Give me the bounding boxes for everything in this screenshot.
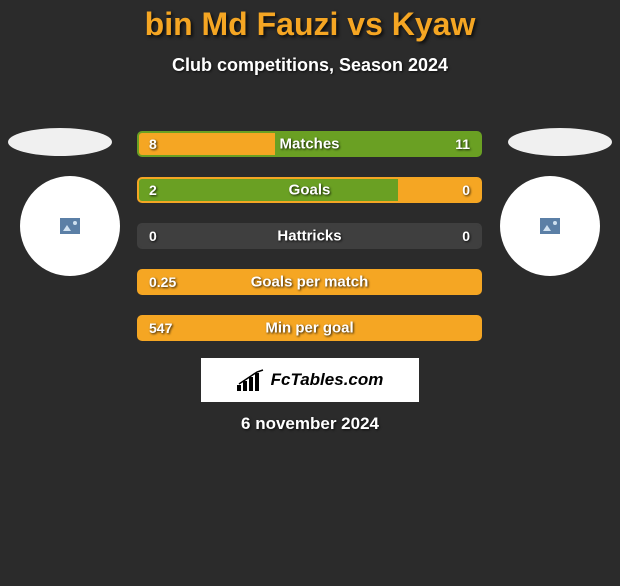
left-player-avatar [20,176,120,276]
left-fill [139,179,398,201]
date-text: 6 november 2024 [241,414,379,434]
stat-label: Matches [279,136,339,153]
stat-row: 0.25 Goals per match [137,269,482,295]
left-value: 547 [149,320,172,336]
stat-row: 547 Min per goal [137,315,482,341]
left-fill [139,133,275,155]
comparison-bars: 8 Matches 11 2 Goals 0 0 Hattricks 0 0.25 Goals pe… [137,131,482,361]
stat-row: 2 Goals 0 [137,177,482,203]
right-value: 11 [455,136,470,152]
stat-label: Min per goal [265,320,353,337]
right-flag-icon [508,128,612,156]
page-title: bin Md Fauzi vs Kyaw [0,6,620,43]
left-value: 2 [149,182,157,198]
brand-text: FcTables.com [271,370,384,390]
stat-row: 0 Hattricks 0 [137,223,482,249]
page-subtitle: Club competitions, Season 2024 [0,55,620,76]
placeholder-image-icon [60,218,80,234]
stat-label: Hattricks [277,228,341,245]
left-value: 0.25 [149,274,176,290]
stat-label: Goals per match [251,274,369,291]
left-flag-icon [8,128,112,156]
placeholder-image-icon [540,218,560,234]
stat-row: 8 Matches 11 [137,131,482,157]
left-value: 8 [149,136,157,152]
stat-label: Goals [289,182,331,199]
left-value: 0 [149,228,157,244]
right-player-avatar [500,176,600,276]
right-value: 0 [462,228,470,244]
right-value: 0 [462,182,470,198]
bars-logo-icon [237,369,265,391]
brand-badge: FcTables.com [201,358,419,402]
